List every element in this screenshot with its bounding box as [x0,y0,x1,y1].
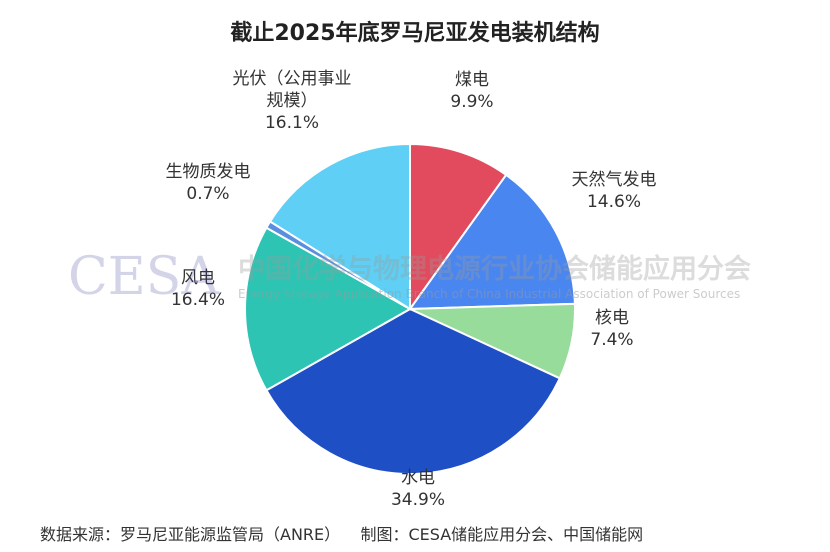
source-note: 数据来源：罗马尼亚能源监管局（ANRE） 制图：CESA储能应用分会、中国储能网 [40,525,643,544]
slice-name: 煤电 [455,70,489,90]
chart-title: 截止2025年底罗马尼亚发电装机结构 [230,20,599,46]
pie-slice [268,142,411,311]
watermark: CESA 中国化学与物理电源行业协会储能应用分会 Energy Storage … [68,247,751,307]
watermark-logo: CESA [68,247,220,307]
slice-name: 规模） [267,91,318,111]
slice-name: 生物质发电 [166,162,251,182]
pie-slice [244,226,413,392]
pie-slice [409,142,508,313]
slice-label: 核电7.4% [590,308,633,350]
slice-percent: 9.9% [450,92,493,112]
pie-slice [265,307,562,475]
slice-name: 天然气发电 [572,170,657,190]
slice-percent: 14.6% [587,192,641,212]
slice-percent: 16.1% [265,113,319,133]
pie-slice [408,173,576,311]
slice-percent: 16.4% [171,290,225,310]
slice-name: 核电 [595,308,629,328]
slice-percent: 7.4% [590,330,633,350]
slice-name: 光伏（公用事业 [233,69,352,89]
slice-label: 煤电9.9% [450,70,493,112]
slice-name: 风电 [181,268,215,288]
pie-slices [244,142,576,475]
slice-name: 水电 [401,468,435,488]
watermark-en: Energy Storage Application Branch of Chi… [238,287,740,301]
slice-percent: 34.9% [391,490,445,510]
watermark-cn: 中国化学与物理电源行业协会储能应用分会 [238,253,751,285]
slice-percent: 0.7% [186,184,229,204]
